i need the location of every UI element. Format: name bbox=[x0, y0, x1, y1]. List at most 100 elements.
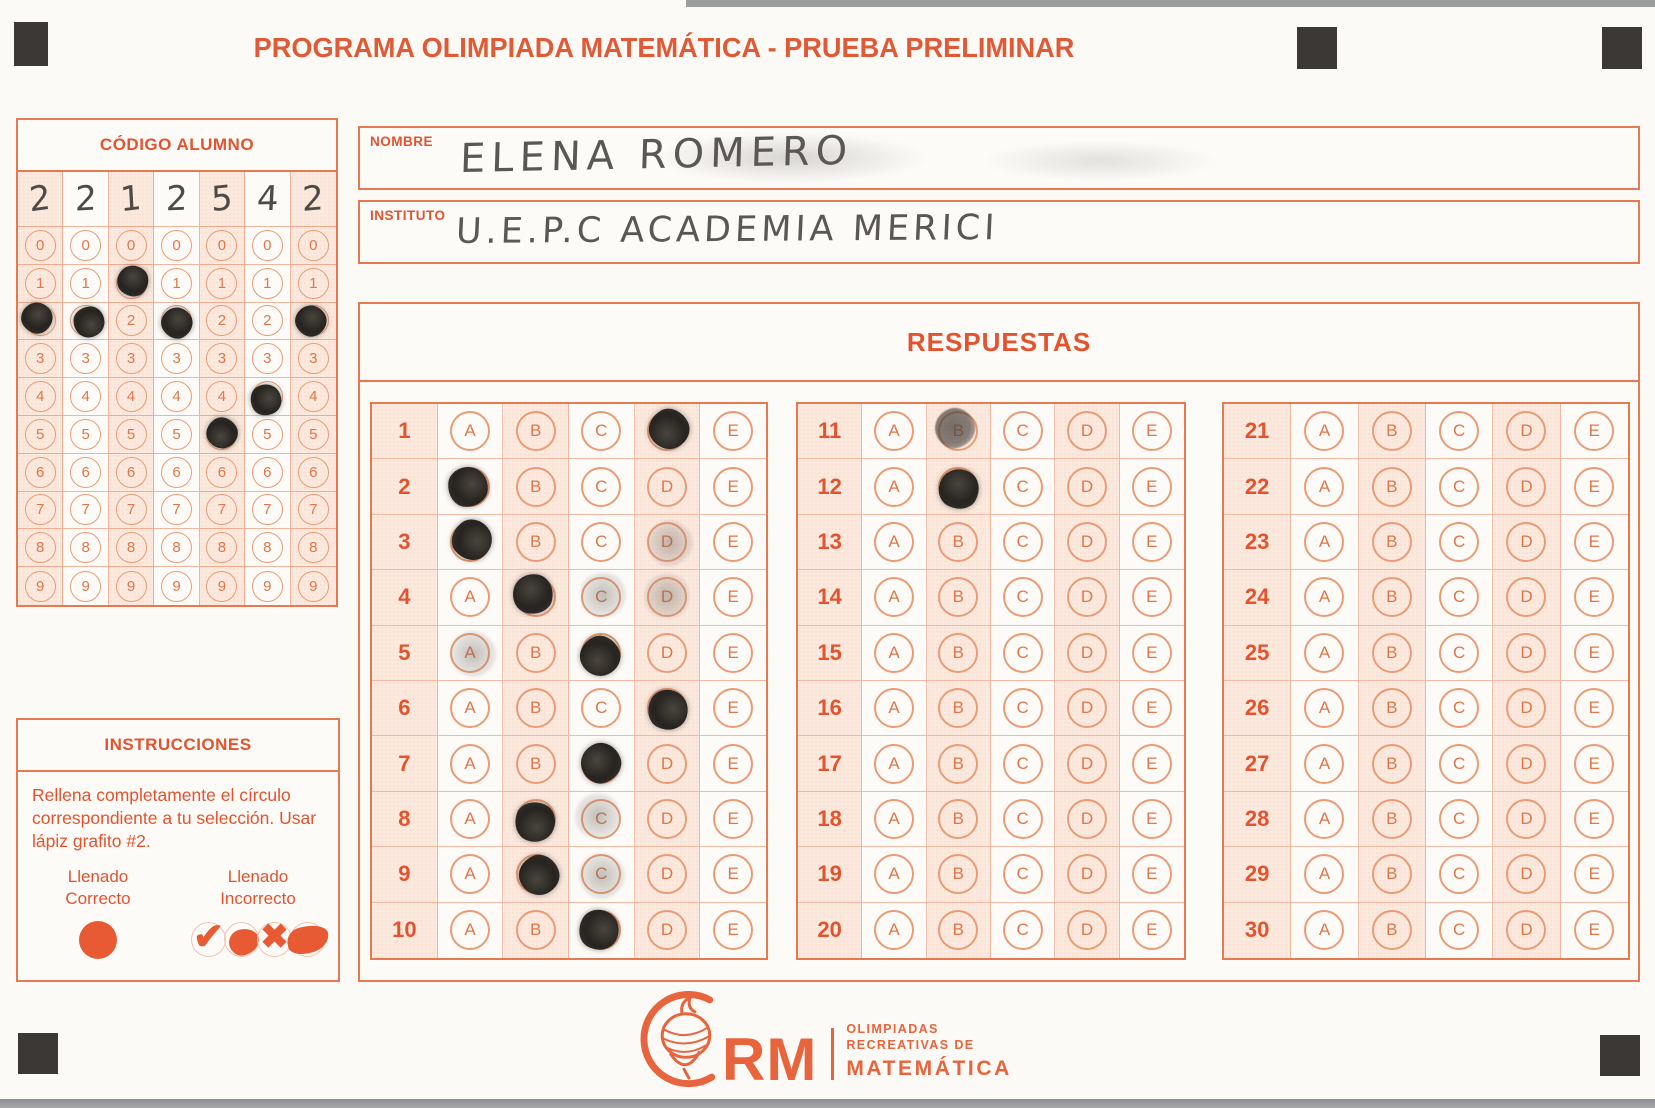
code-bubble-col7-digit4: 4 bbox=[290, 378, 336, 416]
code-bubble-col2-digit7: 7 bbox=[63, 491, 109, 530]
question-row-17: 17 A B C D E bbox=[798, 736, 1184, 792]
q5-option-B: B bbox=[503, 625, 569, 680]
code-bubble-col1-digit5: 5 bbox=[18, 415, 64, 454]
q12-option-E: E bbox=[1120, 459, 1184, 513]
scribble-circle-icon bbox=[284, 921, 332, 958]
code-bubble-col6-digit1: 1 bbox=[245, 264, 291, 303]
orm-letters: RM bbox=[722, 1026, 818, 1093]
question-number-cell: 16 bbox=[798, 681, 863, 736]
q10-option-C: C bbox=[569, 902, 635, 958]
question-number-cell: 4 bbox=[372, 570, 438, 625]
code-bubble-col4-digit9: 9 bbox=[154, 567, 200, 605]
code-written-digit-col1: 2 bbox=[18, 172, 64, 227]
digit-bubble: 6 bbox=[297, 456, 329, 488]
instructions-panel: INSTRUCCIONES Rellena completamente el c… bbox=[16, 718, 340, 982]
code-bubble-col2-digit9: 9 bbox=[63, 567, 109, 605]
option-bubble: B bbox=[1371, 466, 1412, 507]
q28-option-B: B bbox=[1358, 791, 1426, 847]
q2-option-D: D bbox=[634, 459, 701, 514]
option-bubble: D bbox=[1066, 521, 1107, 562]
code-bubble-col4-digit5: 5 bbox=[154, 415, 200, 454]
question-number-cell: 7 bbox=[372, 736, 438, 791]
question-row-20: 20 A B C D E bbox=[798, 902, 1184, 958]
q25-option-B: B bbox=[1358, 625, 1426, 680]
code-bubble-col1-digit0: 0 bbox=[18, 227, 64, 265]
option-bubble: D bbox=[1066, 411, 1107, 452]
q5-option-D: D bbox=[634, 625, 701, 680]
code-bubble-col5-digit4: 4 bbox=[199, 378, 246, 416]
digit-bubble: 2 bbox=[297, 305, 329, 337]
digit-bubble: 0 bbox=[115, 229, 147, 261]
option-bubble: B bbox=[1371, 411, 1412, 452]
option-bubble: B bbox=[515, 411, 556, 452]
question-number-cell: 19 bbox=[798, 847, 863, 902]
question-row-13: 13 A B C D E bbox=[798, 514, 1184, 571]
option-bubble: D bbox=[1066, 743, 1107, 784]
option-bubble: B bbox=[515, 743, 556, 784]
option-bubble: E bbox=[1574, 798, 1615, 839]
option-bubble: A bbox=[449, 743, 490, 784]
question-number: 15 bbox=[817, 639, 842, 665]
q22-option-A: A bbox=[1291, 459, 1359, 514]
option-bubble: D bbox=[646, 577, 687, 618]
option-bubble: B bbox=[938, 521, 979, 562]
digit-bubble: 6 bbox=[115, 456, 147, 488]
handwritten-digit: 2 bbox=[164, 178, 189, 220]
option-bubble: D bbox=[1506, 577, 1547, 618]
option-bubble: E bbox=[713, 854, 754, 895]
q1-option-C: C bbox=[569, 404, 635, 459]
question-number: 26 bbox=[1244, 695, 1270, 721]
option-bubble: B bbox=[938, 577, 979, 618]
question-number: 20 bbox=[817, 917, 842, 943]
option-bubble: D bbox=[1506, 632, 1547, 673]
q7-option-A: A bbox=[438, 736, 504, 791]
option-bubble: E bbox=[713, 743, 754, 784]
question-number-cell: 27 bbox=[1224, 736, 1292, 791]
incorrect-fill-icons: ✔ ✖ bbox=[191, 916, 332, 961]
q13-option-E: E bbox=[1120, 515, 1184, 569]
option-bubble: C bbox=[1002, 688, 1043, 729]
digit-bubble: 7 bbox=[251, 494, 283, 526]
code-bubble-col5-digit2: 2 bbox=[199, 302, 246, 341]
q9-option-E: E bbox=[700, 847, 766, 901]
option-bubble: C bbox=[1002, 854, 1043, 895]
q2-option-E: E bbox=[700, 459, 766, 513]
code-bubble-col2-digit3: 3 bbox=[63, 340, 109, 379]
digit-bubble: 6 bbox=[70, 456, 102, 488]
option-bubble: E bbox=[1574, 688, 1615, 729]
digit-bubble: 6 bbox=[206, 456, 238, 488]
option-bubble: A bbox=[1304, 688, 1345, 729]
code-bubble-col7-digit3: 3 bbox=[290, 340, 336, 379]
q22-option-C: C bbox=[1426, 459, 1494, 514]
q6-option-B: B bbox=[503, 681, 569, 736]
instructions-body: Rellena completamente el círculo corresp… bbox=[32, 785, 317, 851]
option-bubble: A bbox=[1304, 743, 1345, 784]
digit-bubble: 2 bbox=[115, 305, 147, 337]
digit-bubble: 1 bbox=[70, 267, 102, 299]
q27-option-D: D bbox=[1493, 736, 1561, 791]
q17-option-B: B bbox=[926, 736, 991, 791]
question-row-25: 25 A B C D E bbox=[1224, 625, 1628, 681]
q6-option-A: A bbox=[438, 681, 504, 736]
question-number-cell: 18 bbox=[798, 791, 863, 847]
digit-bubble: 4 bbox=[251, 381, 283, 413]
digit-bubble: 8 bbox=[24, 532, 56, 564]
option-bubble: D bbox=[646, 632, 687, 673]
q4-option-A: A bbox=[438, 570, 504, 625]
option-bubble: D bbox=[646, 466, 687, 507]
option-bubble: E bbox=[713, 798, 754, 839]
q21-option-B: B bbox=[1358, 404, 1426, 459]
instructions-header: INSTRUCCIONES bbox=[18, 720, 338, 772]
option-bubble: E bbox=[1574, 910, 1615, 951]
option-bubble: E bbox=[713, 577, 754, 618]
option-bubble: A bbox=[449, 577, 490, 618]
question-number: 27 bbox=[1244, 750, 1270, 776]
question-number-cell: 6 bbox=[372, 681, 438, 736]
q3-option-D: D bbox=[634, 512, 701, 574]
option-bubble: A bbox=[1304, 411, 1345, 452]
question-number-cell: 9 bbox=[372, 847, 438, 902]
correct-fill-label: Llenado Correcto bbox=[65, 866, 130, 909]
